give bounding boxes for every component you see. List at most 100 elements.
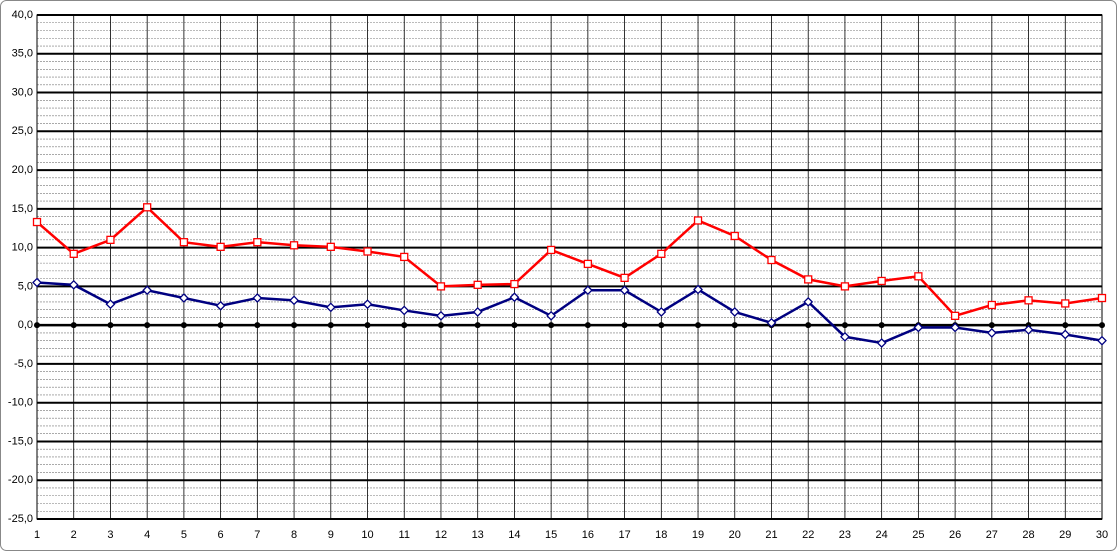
marker: [805, 322, 812, 329]
marker: [472, 307, 483, 317]
marker: [695, 322, 702, 329]
marker: [217, 322, 224, 329]
marker: [252, 293, 263, 303]
marker: [436, 310, 446, 321]
marker: [105, 299, 116, 310]
marker: [877, 276, 886, 286]
marker: [34, 322, 40, 329]
marker: [436, 282, 446, 291]
marker: [178, 293, 189, 303]
x-tick-label: 10: [361, 529, 373, 541]
marker: [401, 322, 408, 329]
x-tick-label: 17: [618, 529, 630, 541]
marker: [620, 273, 629, 283]
marker: [693, 216, 703, 225]
x-tick-label: 12: [435, 529, 447, 541]
marker: [546, 310, 557, 321]
marker: [1024, 296, 1033, 305]
marker: [1061, 299, 1070, 308]
marker: [1023, 324, 1034, 335]
x-tick-label: 5: [181, 529, 187, 541]
marker: [32, 277, 42, 288]
y-tick-label: 40,0: [12, 9, 33, 21]
marker: [473, 280, 482, 289]
x-tick-label: 9: [328, 529, 334, 541]
x-tick-label: 2: [71, 529, 77, 541]
x-tick-label: 8: [291, 529, 297, 541]
marker: [804, 275, 813, 284]
x-tick-label: 23: [839, 529, 851, 541]
marker: [987, 300, 996, 310]
marker: [584, 322, 591, 329]
y-tick-label: -15,0: [8, 435, 33, 447]
marker: [986, 327, 997, 338]
y-tick-label: 10,0: [12, 242, 33, 254]
y-tick-label: -20,0: [8, 474, 33, 486]
marker: [364, 322, 371, 329]
y-tick-label: 20,0: [12, 164, 33, 176]
marker: [767, 255, 776, 265]
marker: [730, 231, 739, 241]
marker: [362, 299, 373, 310]
x-tick-label: 6: [218, 529, 224, 541]
marker: [546, 245, 556, 255]
marker: [1097, 335, 1107, 346]
x-tick-label: 1: [34, 529, 40, 541]
x-tick-label: 27: [986, 529, 998, 541]
marker: [950, 322, 961, 333]
y-tick-label: 0,0: [18, 319, 33, 331]
marker: [291, 322, 298, 329]
y-tick-label: -10,0: [8, 397, 33, 409]
marker: [876, 338, 887, 348]
marker: [215, 300, 226, 311]
series-line: [36, 205, 1103, 318]
marker: [840, 331, 850, 342]
marker: [327, 322, 334, 329]
marker: [216, 242, 225, 251]
marker: [840, 282, 850, 291]
marker: [619, 285, 630, 296]
marker: [914, 272, 923, 281]
marker: [68, 279, 79, 290]
marker: [878, 322, 885, 329]
marker: [1097, 293, 1107, 303]
x-tick-label: 26: [949, 529, 961, 541]
marker: [1062, 322, 1069, 329]
marker: [107, 322, 114, 329]
marker: [656, 307, 667, 317]
marker: [548, 322, 555, 329]
x-tick-label: 28: [1022, 529, 1034, 541]
marker: [143, 203, 152, 212]
marker: [510, 279, 519, 289]
marker: [693, 284, 703, 295]
marker: [803, 296, 814, 307]
plot-area: [36, 14, 1103, 520]
x-tick-label: 18: [655, 529, 667, 541]
marker: [621, 322, 628, 329]
marker: [400, 252, 409, 262]
x-tick-label: 4: [144, 529, 150, 541]
marker: [766, 317, 777, 328]
marker: [511, 322, 518, 329]
marker: [913, 322, 924, 333]
x-tick-label: 30: [1096, 529, 1108, 541]
x-tick-label: 20: [729, 529, 741, 541]
x-tick-label: 19: [692, 529, 704, 541]
marker: [582, 285, 593, 296]
y-tick-label: -5,0: [14, 358, 33, 370]
marker: [841, 322, 848, 329]
y-tick-label: 25,0: [12, 125, 33, 137]
marker: [509, 292, 520, 303]
x-tick-label: 3: [107, 529, 113, 541]
marker: [70, 322, 77, 329]
marker: [1099, 322, 1105, 329]
marker: [144, 322, 151, 329]
marker: [289, 295, 299, 306]
marker: [289, 241, 299, 250]
marker: [254, 322, 261, 329]
marker: [658, 322, 665, 329]
marker: [32, 217, 42, 227]
marker: [69, 249, 78, 258]
